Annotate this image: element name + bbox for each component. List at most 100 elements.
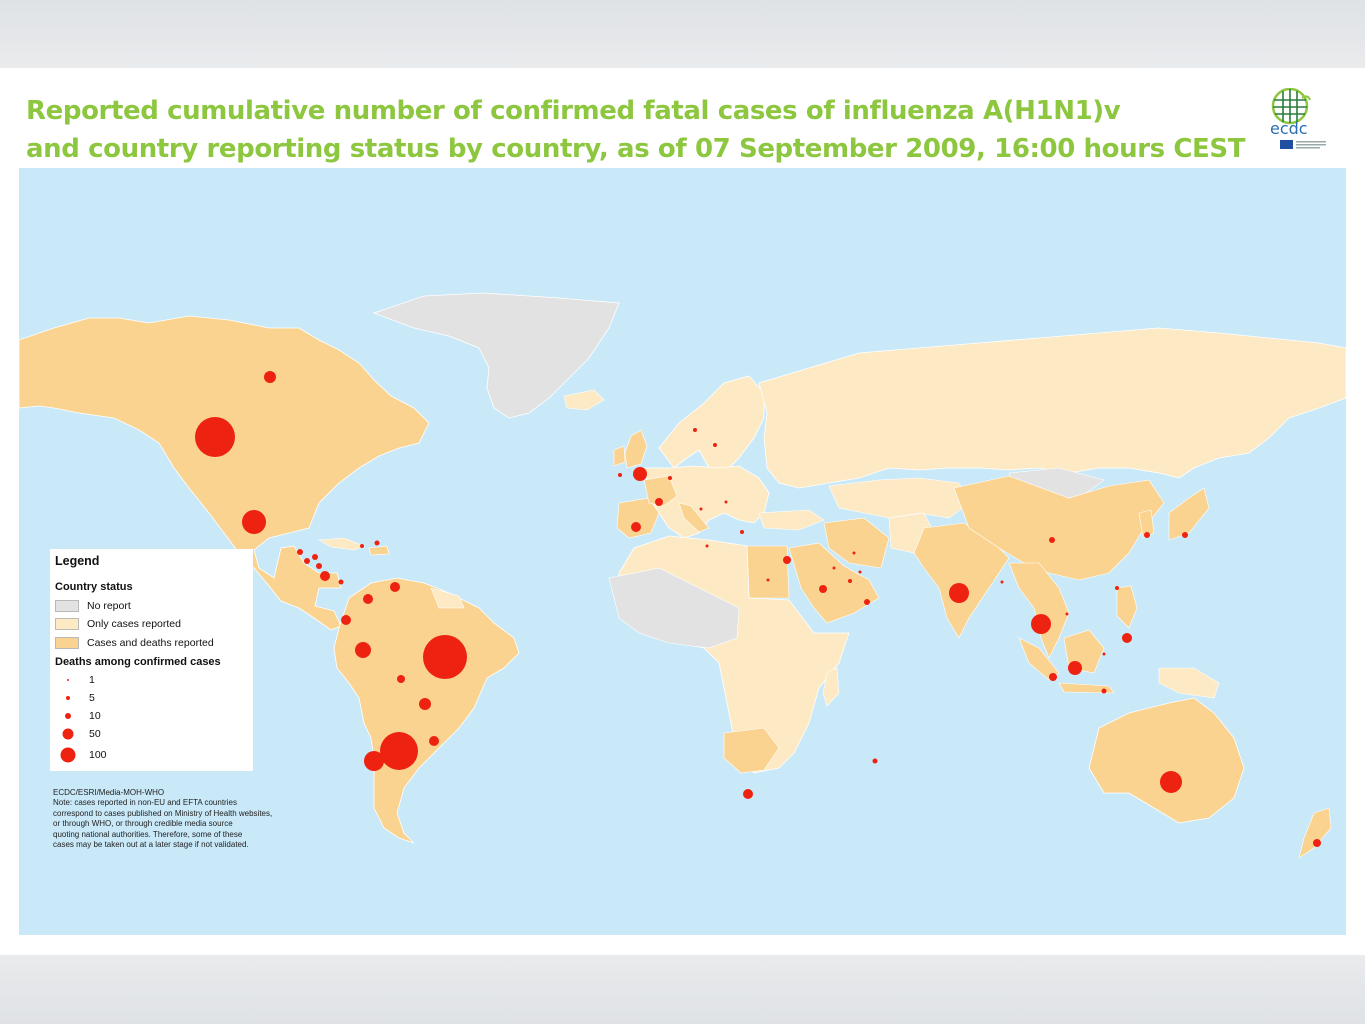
region-cuba: [318, 537, 365, 551]
marker-bangladesh: [1000, 580, 1004, 584]
legend-deaths-10: 10: [55, 709, 101, 723]
source-note: ECDC/ESRI/Media-MOH-WHO Note: cases repo…: [53, 788, 323, 850]
legend-deaths-5: 5: [55, 691, 95, 705]
legend-deaths-100: 100: [55, 747, 107, 763]
marker-argentina: [380, 732, 418, 770]
marker-israel: [783, 556, 791, 564]
legend-label: No report: [87, 600, 131, 612]
death-markers: [195, 371, 1321, 847]
marker-mexico: [242, 510, 266, 534]
region-japan: [1168, 487, 1210, 541]
legend-item-only-cases: Only cases reported: [55, 617, 181, 631]
region-australia: [1088, 697, 1245, 824]
marker-iran: [852, 551, 856, 555]
marker-malta: [705, 544, 709, 548]
note-line: Note: cases reported in non-EU and EFTA …: [53, 798, 237, 808]
logo-text: ecdc: [1270, 119, 1308, 138]
region-arabia: [788, 542, 880, 624]
region-southeast-asia: [1008, 562, 1070, 659]
note-line: cases may be taken out at a later stage …: [53, 840, 249, 850]
marker-usa: [195, 417, 235, 457]
map-title: Reported cumulative number of confirmed …: [26, 92, 1245, 168]
marker-peru: [355, 642, 371, 658]
region-north-america: [19, 315, 430, 631]
note-line: correspond to cases published on Ministr…: [53, 808, 273, 818]
note-line: quoting national authorities. Therefore,…: [53, 829, 243, 839]
marker-china: [1049, 537, 1055, 543]
marker-paraguay: [419, 698, 431, 710]
region-new-guinea: [1158, 667, 1220, 699]
marker-thailand: [1031, 614, 1051, 634]
marker-philippines: [1122, 633, 1132, 643]
marker-oman: [864, 599, 870, 605]
region-south-africa: [723, 727, 780, 774]
region-europe: [643, 465, 770, 539]
marker-uk: [633, 467, 647, 481]
legend-item-cases-deaths: Cases and deaths reported: [55, 636, 214, 650]
region-sulawesi-java: [1058, 682, 1115, 694]
marker-qatar: [848, 579, 852, 583]
marker-brunei: [1102, 652, 1106, 656]
marker-greece: [740, 530, 744, 534]
marker-australia: [1160, 771, 1182, 793]
legend-item-no-report: No report: [55, 599, 131, 613]
region-greenland: [372, 292, 620, 419]
region-turkey: [758, 509, 825, 531]
marker-honduras: [312, 554, 318, 560]
legend-deaths-1: 1: [55, 673, 95, 687]
legend-label: 5: [89, 692, 95, 704]
legend-label: 10: [89, 710, 101, 722]
cases-deaths-swatch: [55, 637, 79, 649]
title-line-2: and country reporting status by country,…: [26, 134, 1246, 164]
legend-label: 100: [89, 749, 107, 761]
note-line: or through WHO, or through credible medi…: [53, 819, 233, 829]
legend-status-heading: Country status: [55, 581, 133, 593]
marker-el-salvador: [304, 558, 310, 564]
marker-sweden: [713, 443, 717, 447]
marker-indonesia: [1101, 688, 1107, 694]
marker-costa-rica: [320, 571, 330, 581]
region-iceland: [563, 389, 605, 411]
region-ireland: [613, 445, 626, 467]
marker-brazil: [423, 635, 467, 679]
region-france: [643, 475, 678, 507]
region-central-asia: [828, 477, 970, 519]
marker-taiwan: [1115, 586, 1119, 590]
region-guianas: [430, 587, 465, 609]
map-svg: [19, 292, 1346, 859]
legend-label: Only cases reported: [87, 618, 181, 630]
marker-bolivia: [397, 675, 405, 683]
region-sahel-no-report: [608, 567, 740, 649]
death-marker-icon: [55, 690, 81, 706]
marker-korea: [1144, 532, 1150, 538]
region-egypt: [746, 545, 790, 599]
title-line-1: Reported cumulative number of confirmed …: [26, 96, 1121, 126]
marker-new-zealand: [1313, 839, 1321, 847]
region-south-america: [333, 577, 520, 844]
marker-egypt: [766, 578, 770, 582]
death-marker-icon: [55, 726, 81, 742]
marker-malaysia: [1068, 661, 1082, 675]
legend-label: 1: [89, 674, 95, 686]
region-uk: [624, 429, 648, 469]
marker-venezuela: [390, 582, 400, 592]
marker-south-africa: [743, 789, 753, 799]
marker-singapore: [1049, 673, 1057, 681]
marker-saudi-arabia: [819, 585, 827, 593]
region-iran: [823, 517, 890, 569]
marker-spain: [631, 522, 641, 532]
region-russia: [758, 327, 1346, 489]
marker-italy: [699, 507, 703, 511]
marker-france: [655, 498, 663, 506]
marker-bahrain: [858, 570, 862, 574]
marker-colombia: [363, 594, 373, 604]
legend-label: 50: [89, 728, 101, 740]
marker-chile: [364, 751, 384, 771]
ecdc-globe-icon: [1271, 87, 1311, 125]
world-map: Legend Country status No report Only cas…: [19, 168, 1346, 935]
marker-jamaica: [360, 544, 364, 548]
region-scandinavia: [658, 375, 765, 474]
marker-nicaragua: [316, 563, 322, 569]
region-italy: [678, 502, 710, 533]
ecdc-logo: ecdc: [1266, 87, 1330, 154]
